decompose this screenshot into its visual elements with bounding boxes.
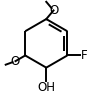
Text: O: O (49, 4, 58, 17)
Text: O: O (11, 55, 20, 68)
Text: F: F (81, 49, 88, 62)
Text: OH: OH (37, 82, 55, 95)
